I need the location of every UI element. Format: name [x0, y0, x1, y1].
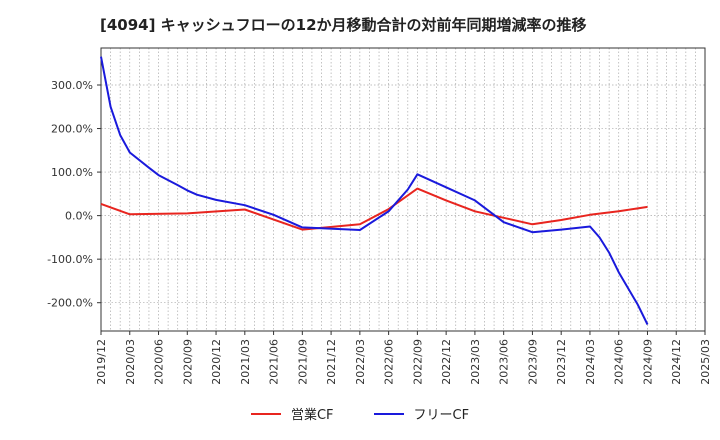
x-tick-label: 2022/06	[383, 339, 396, 385]
y-tick-label: 300.0%	[51, 79, 93, 92]
chart-title: [4094] キャッシュフローの12か月移動合計の対前年同期増減率の推移	[100, 16, 587, 34]
series-line-operating-cf	[100, 187, 648, 231]
x-tick-label: 2020/03	[124, 339, 137, 385]
x-tick-label: 2024/09	[641, 339, 654, 385]
x-tick-label: 2022/03	[354, 339, 367, 385]
plot-frame	[100, 47, 706, 332]
tick-labels: 300.0% 200.0% 100.0% 0.0% -100.0% -200.0% 2019…	[47, 79, 712, 385]
x-tick-label: 2020/09	[181, 339, 194, 385]
legend-swatch-free-cf	[373, 412, 404, 415]
x-tick-label: 2023/03	[469, 339, 482, 385]
x-tick-label: 2020/12	[210, 339, 223, 385]
grid	[100, 48, 706, 331]
y-tick-label: 200.0%	[51, 123, 93, 136]
series-lines	[100, 56, 649, 325]
y-tick-label: 0.0%	[65, 210, 93, 223]
x-tick-label: 2023/12	[555, 339, 568, 385]
x-tick-label: 2022/09	[411, 339, 424, 385]
x-tick-label: 2023/09	[526, 339, 539, 385]
y-tick-label: -100.0%	[47, 253, 93, 266]
x-tick-label: 2021/06	[268, 339, 281, 385]
x-tick-label: 2024/12	[670, 339, 683, 385]
x-tick-label: 2021/03	[239, 339, 252, 385]
y-tick-label: 100.0%	[51, 166, 93, 179]
x-tick-label: 2021/12	[325, 339, 338, 385]
legend: 営業CF フリーCF	[0, 404, 720, 423]
x-tick-label: 2024/03	[584, 339, 597, 385]
x-tick-label: 2025/03	[699, 339, 712, 385]
x-tick-label: 2019/12	[95, 339, 108, 385]
legend-label-free-cf: フリーCF	[413, 408, 470, 423]
legend-item-free-cf: フリーCF	[373, 404, 470, 423]
legend-swatch-operating-cf	[250, 412, 281, 415]
x-tick-label: 2023/06	[498, 339, 511, 385]
axes	[97, 47, 706, 335]
x-tick-label: 2024/06	[613, 339, 626, 385]
legend-item-operating-cf: 営業CF	[250, 404, 334, 423]
series-line-free-cf	[100, 56, 649, 325]
x-tick-label: 2021/09	[296, 339, 309, 385]
y-tick-label: -200.0%	[47, 297, 93, 310]
x-tick-label: 2020/06	[153, 339, 166, 385]
x-tick-label: 2022/12	[440, 339, 453, 385]
legend-label-operating-cf: 営業CF	[290, 408, 334, 423]
